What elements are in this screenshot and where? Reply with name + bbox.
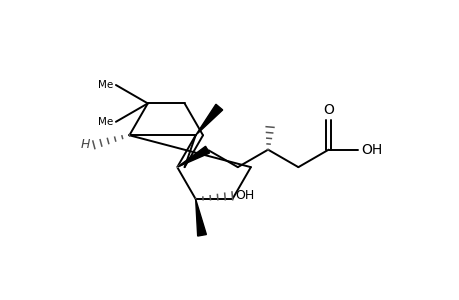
- Polygon shape: [177, 146, 209, 167]
- Text: O: O: [323, 103, 333, 116]
- Text: OH: OH: [234, 189, 253, 202]
- Polygon shape: [195, 104, 222, 135]
- Text: Me: Me: [98, 117, 113, 127]
- Text: Me: Me: [98, 80, 113, 90]
- Text: H: H: [80, 138, 90, 151]
- Polygon shape: [195, 199, 206, 236]
- Text: OH: OH: [360, 143, 382, 157]
